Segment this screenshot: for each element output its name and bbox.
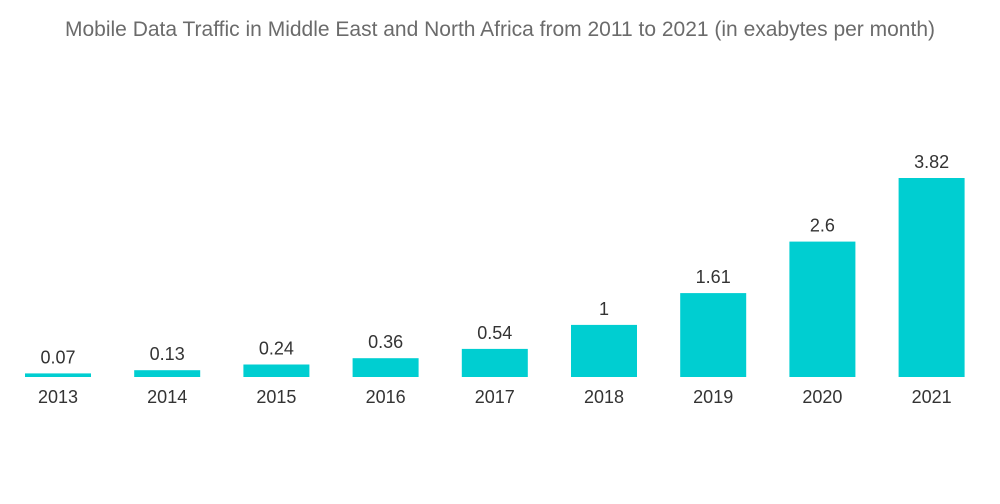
bar-2013 — [25, 373, 91, 377]
x-tick-label-2013: 2013 — [38, 387, 78, 407]
bar-2017 — [461, 348, 528, 377]
x-tick-label-2017: 2017 — [475, 387, 515, 407]
bar-2018 — [571, 324, 637, 377]
value-labels-layer: 0.07 0.13 0.24 0.36 0.54 1 1.61 2.6 3.82 — [40, 152, 949, 367]
value-label-2018: 1 — [599, 299, 609, 319]
x-tick-label-2016: 2016 — [366, 387, 406, 407]
x-tick-label-2019: 2019 — [693, 387, 733, 407]
value-label-2014: 0.13 — [150, 344, 185, 364]
x-tick-label-2014: 2014 — [147, 387, 187, 407]
x-tick-label-2020: 2020 — [802, 387, 842, 407]
value-label-2013: 0.07 — [40, 347, 75, 367]
bars-layer — [25, 178, 965, 377]
bar-2019 — [680, 293, 747, 377]
bar-2016 — [352, 358, 419, 377]
bar-2020 — [789, 241, 856, 377]
value-label-2019: 1.61 — [696, 267, 731, 287]
x-tick-labels: 2013 2014 2015 2016 2017 2018 2019 2020 2021 — [38, 387, 952, 407]
x-tick-label-2021: 2021 — [912, 387, 952, 407]
x-tick-label-2018: 2018 — [584, 387, 624, 407]
value-label-2020: 2.6 — [810, 216, 835, 236]
x-tick-label-2015: 2015 — [256, 387, 296, 407]
value-label-2017: 0.54 — [477, 323, 512, 343]
value-label-2016: 0.36 — [368, 332, 403, 352]
chart-title: Mobile Data Traffic in Middle East and N… — [65, 18, 935, 41]
bar-2014 — [134, 370, 201, 377]
bar-2015 — [243, 364, 310, 377]
value-label-2015: 0.24 — [259, 339, 294, 359]
bar-2021 — [898, 178, 965, 377]
value-label-2021: 3.82 — [914, 152, 949, 172]
